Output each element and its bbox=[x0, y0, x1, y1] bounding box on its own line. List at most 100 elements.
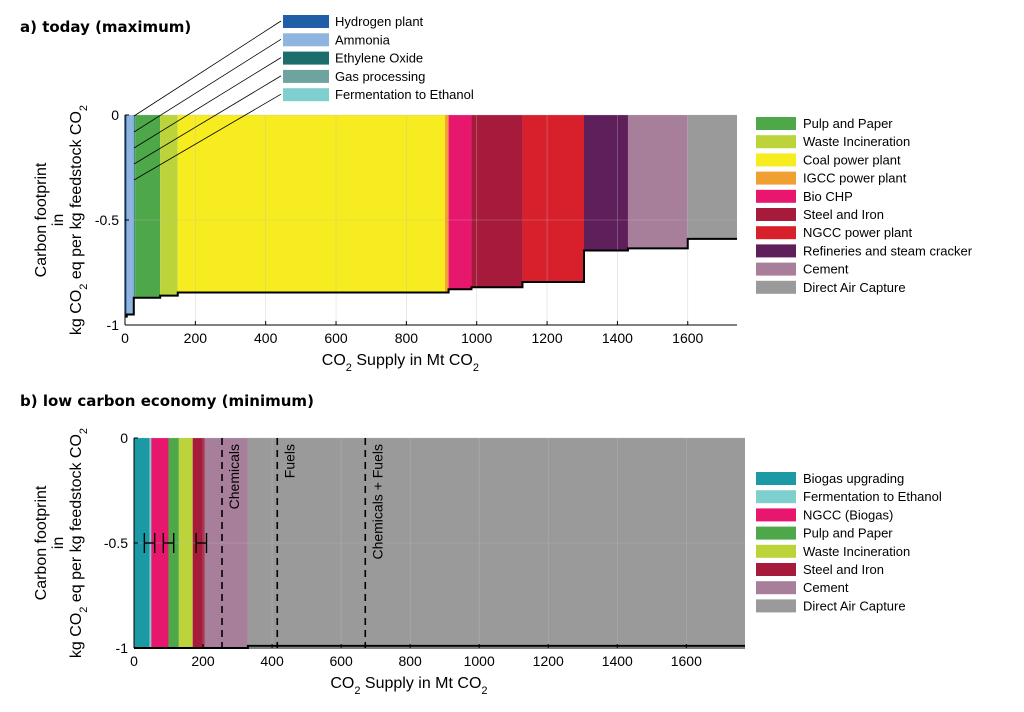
legend-swatch-ngcc-biogas bbox=[756, 508, 796, 522]
legend-swatch-igcc-power-plant bbox=[756, 171, 796, 185]
x-tick-label: 600 bbox=[324, 330, 348, 346]
y-axis-title-line3-part: eq per kg feedstock CO bbox=[68, 111, 85, 284]
carbon-footprint-step-line bbox=[125, 237, 737, 318]
x-axis-title-part: 2 bbox=[354, 685, 360, 697]
y-axis-title-line2: in bbox=[50, 214, 67, 226]
x-tick-label: 1000 bbox=[464, 653, 495, 669]
x-axis-title-part: 2 bbox=[346, 362, 352, 374]
marker-label-chemicals: Chemicals bbox=[226, 444, 242, 509]
area-direct-air-capture bbox=[687, 115, 737, 239]
x-tick-label: 1200 bbox=[533, 653, 564, 669]
legend-label-bio-chp: Bio CHP bbox=[803, 189, 853, 204]
y-tick-label: -0.5 bbox=[104, 535, 128, 551]
legend-label-ngcc-biogas: NGCC (Biogas) bbox=[803, 507, 893, 522]
legend-swatch-steel-and-iron bbox=[756, 208, 796, 221]
legend-label-refineries-and-steam-cracker: Refineries and steam cracker bbox=[803, 243, 973, 258]
legend-label-steel-and-iron: Steel and Iron bbox=[803, 562, 884, 577]
legend-label-ethylene-oxide: Ethylene Oxide bbox=[335, 51, 423, 66]
y-axis-title-line2: in bbox=[50, 537, 67, 549]
y-axis-title-line3-part: 2 bbox=[78, 284, 90, 290]
y-tick-label: -0.5 bbox=[95, 212, 119, 228]
legend-swatch-fermentation-to-ethanol bbox=[756, 490, 796, 504]
panel-a-chart: 0 200 400 600 800 1000 1200 1400 1600 0 -0.5 -1 CO2 … bbox=[33, 14, 973, 374]
legend-label-igcc-power-plant: IGCC power plant bbox=[803, 171, 907, 186]
x-axis-title: CO2 Supply in Mt CO2 bbox=[330, 675, 487, 697]
y-axis-title-line3-part: 2 bbox=[78, 428, 90, 434]
x-axis-title-part: CO bbox=[330, 675, 354, 692]
y-axis-title-line3: kg CO2 eq per kg feedstock CO2 bbox=[68, 105, 90, 335]
legend-label-fermentation-to-ethanol: Fermentation to Ethanol bbox=[803, 489, 942, 504]
legend-swatch-biogas-upgrading bbox=[756, 472, 796, 485]
y-tick-label: -1 bbox=[107, 317, 120, 333]
marker-label-chemicals-fuels: Chemicals + Fuels bbox=[369, 444, 385, 560]
x-tick-label: 1200 bbox=[531, 330, 562, 346]
y-axis-title-line3-part: eq per kg feedstock CO bbox=[68, 434, 85, 607]
x-tick-label: 400 bbox=[260, 653, 284, 669]
x-tick-label: 400 bbox=[254, 330, 278, 346]
legend-label-pulp-and-paper: Pulp and Paper bbox=[803, 526, 893, 541]
area-pulp-and-paper bbox=[135, 115, 161, 298]
legend-label-waste-incineration: Waste Incineration bbox=[803, 544, 910, 559]
panel-b-title: b) low carbon economy (minimum) bbox=[20, 392, 314, 410]
legend-label-direct-air-capture: Direct Air Capture bbox=[803, 280, 906, 295]
legend-label-waste-incineration: Waste Incineration bbox=[803, 134, 910, 149]
x-tick-label: 1600 bbox=[671, 653, 702, 669]
legend-swatch-cement bbox=[756, 262, 796, 276]
x-axis-title: CO2 Supply in Mt CO2 bbox=[322, 352, 479, 374]
leader-line-fermentation-to-ethanol bbox=[133, 93, 282, 181]
legend-swatch-refineries-and-steam-cracker bbox=[756, 244, 796, 258]
legend-swatch-fermentation-to-ethanol bbox=[283, 88, 329, 102]
y-axis-title-line3-part: 2 bbox=[78, 607, 90, 613]
legend-swatch-coal-power-plant bbox=[756, 153, 796, 167]
area-coal-power-plant bbox=[177, 115, 446, 293]
leader-line-ethylene-oxide bbox=[133, 57, 282, 149]
leader-line-gas-processing bbox=[133, 75, 282, 165]
area-ammonia bbox=[126, 115, 134, 315]
y-axis-title-line3-part: kg CO bbox=[68, 290, 85, 335]
legend-swatch-cement bbox=[756, 581, 796, 595]
legend-swatch-direct-air-capture bbox=[756, 599, 796, 613]
legend-label-biogas-upgrading: Biogas upgrading bbox=[803, 471, 904, 486]
legend-swatch-bio-chp bbox=[756, 189, 796, 203]
area-ethylene-oxide bbox=[133, 115, 135, 298]
legend-label-ammonia: Ammonia bbox=[335, 32, 391, 47]
legend-label-gas-processing: Gas processing bbox=[335, 69, 425, 84]
y-tick-label: -1 bbox=[116, 640, 129, 656]
y-axis-title-line3: kg CO2 eq per kg feedstock CO2 bbox=[68, 428, 90, 658]
area-direct-air-capture bbox=[247, 438, 745, 646]
legend-label-pulp-and-paper: Pulp and Paper bbox=[803, 116, 893, 131]
legend-label-coal-power-plant: Coal power plant bbox=[803, 152, 901, 167]
area-refineries-and-steam-cracker bbox=[584, 115, 628, 251]
legend-swatch-direct-air-capture bbox=[756, 280, 796, 294]
legend-swatch-gas-processing bbox=[283, 69, 329, 83]
legend-swatch-steel-and-iron bbox=[756, 563, 796, 576]
leader-line-ammonia bbox=[133, 38, 282, 133]
y-axis-title-line3-part: kg CO bbox=[68, 613, 85, 658]
panel-b-chart: 0 200 400 600 800 1000 1200 1400 1600 0 -0.5 -1 CO2 … bbox=[33, 428, 942, 697]
y-tick-label: 0 bbox=[111, 107, 119, 123]
x-tick-label: 200 bbox=[191, 653, 215, 669]
y-axis-title-line1: Carbon footprint bbox=[33, 162, 50, 277]
x-tick-label: 800 bbox=[398, 653, 422, 669]
legend-label-cement: Cement bbox=[803, 262, 849, 277]
legend-label-fermentation-to-ethanol: Fermentation to Ethanol bbox=[335, 87, 474, 102]
y-axis-title-line3-part: 2 bbox=[78, 105, 90, 111]
x-axis-title-part: 2 bbox=[473, 362, 479, 374]
area-igcc-power-plant bbox=[445, 115, 449, 293]
leader-line-hydrogen-plant bbox=[133, 20, 282, 117]
area-ngcc-power-plant bbox=[522, 115, 584, 282]
x-axis-title-part: Supply in Mt CO bbox=[360, 675, 481, 692]
y-tick-label: 0 bbox=[120, 430, 128, 446]
x-axis-title-part: Supply in Mt CO bbox=[352, 352, 473, 369]
x-axis-title-part: CO bbox=[322, 352, 346, 369]
x-tick-label: 0 bbox=[121, 330, 129, 346]
legend-label-steel-and-iron: Steel and Iron bbox=[803, 207, 884, 222]
x-tick-label: 600 bbox=[329, 653, 353, 669]
x-tick-label: 200 bbox=[184, 330, 208, 346]
legend-swatch-hydrogen-plant bbox=[283, 15, 329, 28]
area-waste-incineration bbox=[160, 115, 178, 296]
legend-label-hydrogen-plant: Hydrogen plant bbox=[335, 14, 424, 29]
area-steel-and-iron bbox=[471, 115, 523, 288]
marker-label-fuels: Fuels bbox=[281, 444, 297, 478]
